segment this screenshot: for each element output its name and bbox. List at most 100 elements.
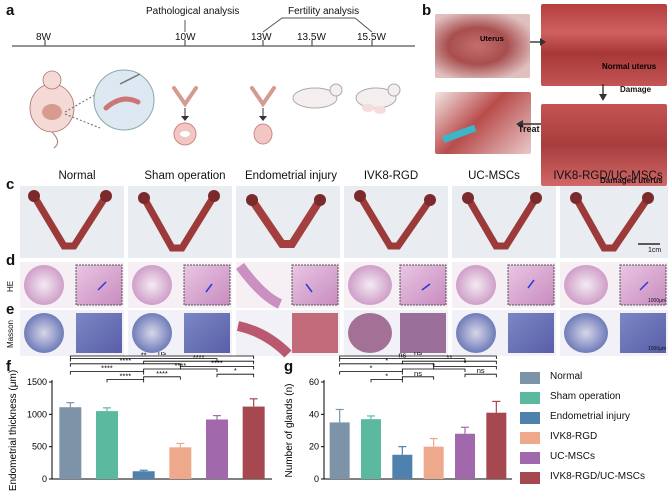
significance-label: ns	[158, 352, 166, 357]
week-13-5w: 13.5W	[297, 32, 326, 43]
significance-bracket	[339, 358, 466, 362]
uterus-photo-combo	[560, 186, 668, 258]
treat-label: Treat	[518, 124, 540, 134]
photo-uterus-in-situ	[435, 14, 530, 78]
panel-d-label: d	[6, 252, 16, 269]
he-injury	[235, 262, 340, 309]
uterus-photo-ucmsc	[452, 186, 556, 258]
significance-bracket	[339, 355, 497, 359]
y-tick-label: 40	[309, 409, 319, 419]
scale-label-masson: 1000μm	[648, 346, 667, 352]
masson-ivk8	[344, 310, 448, 356]
significance-label: ****	[156, 369, 168, 378]
scale-label-he: 1000μm	[648, 298, 667, 304]
panel-a-label: a	[6, 2, 15, 19]
bar	[59, 407, 82, 479]
he-sham	[128, 262, 232, 308]
significance-label: *	[234, 366, 237, 375]
significance-bracket	[179, 366, 255, 370]
group-title-combo: IVK8-RGD/UC-MSCs	[553, 170, 663, 182]
row-label-masson: Masson	[6, 319, 15, 348]
panel-g-label: g	[284, 358, 294, 375]
significance-label: **	[446, 353, 452, 362]
panel-b-label: b	[422, 2, 432, 19]
masson-combo	[560, 310, 668, 356]
uterus-photo-ivk8	[344, 186, 448, 258]
legend-swatch	[520, 372, 540, 384]
significance-bracket	[143, 360, 255, 365]
week-10w: 10W	[175, 32, 196, 43]
legend-swatch	[520, 472, 540, 484]
legend-swatch	[520, 432, 540, 444]
significance-bracket	[69, 371, 145, 375]
significance-bracket	[339, 371, 403, 375]
week-13w: 13W	[251, 32, 272, 43]
significance-bracket	[69, 355, 255, 359]
arrow-down-icon	[599, 84, 607, 101]
uterus-label: Uterus	[480, 34, 504, 43]
mouse-pair-icon	[292, 83, 343, 109]
y-tick-label: 500	[32, 442, 47, 452]
arrow-right-icon	[530, 38, 546, 46]
masson-normal	[20, 310, 124, 356]
masson-sham	[128, 310, 232, 356]
arrow-left-icon	[516, 120, 541, 128]
significance-label: ns	[414, 369, 422, 378]
masson-ucmsc	[452, 310, 556, 356]
significance-label: *	[385, 371, 388, 380]
bar	[392, 454, 413, 479]
damaged-uterus-label: Damaged uterus	[600, 176, 663, 185]
masson-histology-row	[20, 310, 668, 358]
significance-label: ****	[101, 364, 113, 373]
significance-bracket	[370, 379, 403, 383]
fertility-bracket	[262, 17, 373, 33]
bar	[96, 411, 118, 479]
damage-label: Damage	[620, 85, 652, 94]
significance-bracket	[69, 358, 218, 362]
legend-swatch	[520, 412, 540, 424]
y-tick-label: 0	[314, 474, 319, 484]
significance-label: ****	[211, 358, 223, 367]
bar	[169, 447, 192, 479]
uterus-photo-injury	[236, 186, 340, 258]
group-title-ucmsc: UC-MSCs	[468, 170, 520, 182]
significance-label: *	[370, 364, 373, 373]
legend-swatch	[520, 452, 540, 464]
y-axis-label: Endometrial thickness (μm)	[8, 370, 19, 491]
chart-legend: Normal Sham operation Endometrial injury…	[520, 370, 670, 490]
significance-label: *	[464, 358, 467, 367]
masson-injury	[236, 310, 340, 358]
timeline-diagram	[12, 17, 415, 149]
fetus-icon	[253, 123, 273, 145]
syringe-icon	[442, 124, 477, 143]
significance-bracket	[401, 360, 497, 365]
significance-label: ****	[119, 371, 131, 380]
y-tick-label: 1000	[27, 409, 47, 419]
bar	[206, 419, 228, 479]
group-title-normal: Normal	[58, 170, 96, 182]
significance-bracket	[143, 376, 181, 380]
week-15-5w: 15.5W	[357, 32, 386, 43]
significance-bracket	[106, 379, 145, 383]
bar	[329, 422, 350, 479]
week-8w: 8W	[36, 32, 51, 43]
significance-label: ns	[477, 366, 485, 375]
significance-label: *	[385, 356, 388, 365]
uterus-icon-13w	[250, 86, 276, 108]
he-normal	[20, 262, 124, 308]
y-tick-label: 60	[309, 377, 319, 387]
bar	[423, 446, 444, 479]
legend-swatch	[520, 392, 540, 404]
significance-bracket	[433, 366, 497, 370]
significance-bracket	[339, 363, 435, 367]
significance-label: ns	[414, 352, 422, 357]
bar	[132, 471, 155, 479]
significance-bracket	[69, 363, 181, 367]
mouse-family-icon	[355, 83, 401, 114]
panel-c-label: c	[6, 176, 15, 193]
group-title-injury: Endometrial injury	[244, 170, 338, 182]
he-ivk8	[344, 262, 448, 308]
scale-label-1cm: 1cm	[648, 247, 662, 254]
bar	[361, 419, 381, 479]
